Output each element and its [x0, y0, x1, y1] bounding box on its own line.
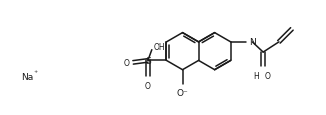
Text: O: O: [123, 58, 129, 67]
Text: H: H: [254, 71, 259, 80]
Text: S: S: [145, 56, 151, 65]
Text: ⁺: ⁺: [33, 69, 37, 77]
Text: Na: Na: [22, 72, 34, 81]
Text: O: O: [265, 71, 271, 80]
Text: OH: OH: [154, 43, 165, 52]
Text: O⁻: O⁻: [177, 88, 188, 97]
Text: O: O: [145, 81, 151, 90]
Text: N: N: [249, 38, 256, 47]
